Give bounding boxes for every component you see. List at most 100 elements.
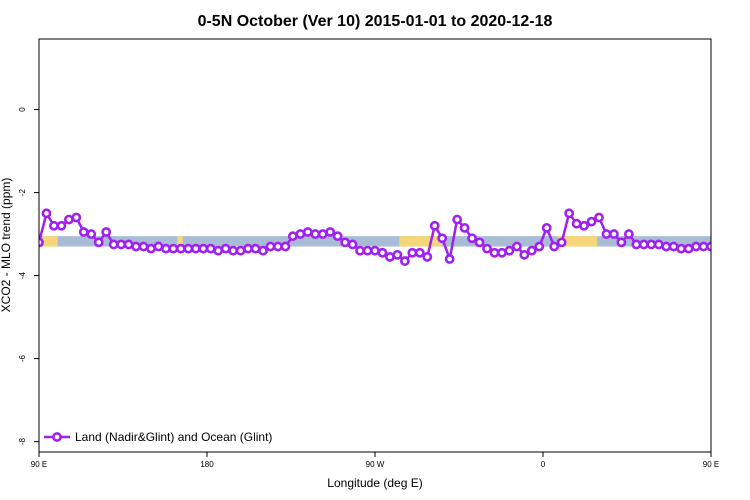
data-point — [616, 237, 627, 248]
data-point — [497, 247, 507, 258]
data-point — [138, 241, 149, 252]
legend-label: Land (Nadir&Glint) and Ocean (Glint) — [75, 430, 272, 444]
data-point — [414, 247, 425, 258]
data-point — [504, 245, 515, 256]
data-point — [146, 243, 156, 254]
y-axis: 0 -2 -4 -6 -8 — [18, 107, 39, 445]
data-point — [161, 243, 171, 254]
data-point — [631, 239, 642, 250]
data-point — [86, 229, 97, 239]
data-point — [385, 252, 395, 262]
data-point — [228, 245, 239, 256]
data-point — [653, 239, 664, 250]
data-point — [280, 241, 291, 252]
surface-band-land — [557, 236, 598, 247]
data-point — [399, 256, 410, 266]
data-point — [168, 243, 179, 254]
data-point — [63, 214, 74, 225]
data-point — [310, 229, 321, 239]
data-point — [437, 233, 448, 244]
series-layer — [39, 208, 711, 266]
data-point — [41, 208, 52, 219]
data-point — [646, 239, 657, 250]
data-point — [407, 247, 418, 258]
data-point — [698, 241, 709, 252]
x-tick-label: 0 — [541, 460, 546, 469]
data-point — [586, 216, 597, 227]
x-axis-label: Longitude (deg E) — [327, 476, 422, 490]
data-point — [340, 237, 351, 248]
data-point — [123, 239, 134, 250]
x-tick-label: 180 — [200, 460, 214, 469]
data-point — [258, 245, 268, 256]
x-tick-label: 90 W — [366, 460, 385, 469]
x-tick-label: 90 E — [31, 460, 47, 469]
data-point — [676, 243, 687, 254]
data-point — [325, 227, 336, 237]
data-point — [571, 218, 582, 229]
data-point — [601, 229, 612, 239]
data-point — [213, 245, 224, 256]
data-point — [482, 243, 492, 254]
data-point — [489, 247, 500, 258]
data-point — [706, 241, 711, 252]
data-point — [295, 229, 306, 239]
data-point — [511, 241, 522, 252]
data-point — [422, 252, 433, 262]
data-point — [302, 227, 313, 237]
data-point — [683, 243, 694, 254]
data-point — [609, 229, 619, 239]
surface-band-land — [177, 236, 183, 247]
data-point — [56, 220, 67, 231]
y-axis-label: XCO2 - MLO trend (ppm) — [0, 178, 13, 313]
surface-band-land — [42, 236, 58, 247]
data-point — [362, 245, 373, 256]
data-point — [638, 239, 649, 250]
data-point — [183, 243, 194, 254]
data-point — [556, 237, 567, 248]
data-point — [71, 212, 82, 223]
y-tick-label: 0 — [18, 107, 27, 112]
data-point — [220, 243, 231, 254]
data-point — [668, 241, 679, 252]
data-point — [541, 222, 552, 233]
data-point — [287, 231, 298, 242]
data-point — [116, 239, 127, 250]
band-layer — [39, 236, 711, 247]
data-point — [623, 229, 634, 239]
legend-marker — [52, 432, 62, 442]
data-point — [108, 239, 119, 250]
data-point — [265, 241, 276, 252]
y-tick-label: -6 — [18, 355, 27, 363]
data-point — [243, 243, 253, 254]
y-tick-label: -4 — [18, 271, 27, 279]
data-point — [175, 243, 186, 254]
data-point — [131, 241, 141, 252]
data-point — [49, 220, 59, 231]
data-point — [429, 220, 440, 231]
chart-title: 0-5N October (Ver 10) 2015-01-01 to 2020… — [198, 13, 553, 30]
data-point — [452, 214, 463, 225]
data-point — [332, 231, 343, 242]
data-point — [549, 241, 560, 252]
data-point — [198, 243, 209, 254]
data-point — [190, 243, 201, 254]
data-point — [467, 233, 477, 244]
data-point — [594, 212, 604, 223]
surface-band-land — [399, 236, 443, 247]
legend: Land (Nadir&Glint) and Ocean (Glint) — [44, 430, 272, 444]
data-point — [250, 243, 261, 254]
data-point — [564, 208, 575, 219]
data-point — [370, 245, 380, 256]
data-point — [691, 241, 701, 252]
y-tick-label: -8 — [18, 438, 27, 446]
data-point — [317, 229, 328, 239]
data-point — [459, 222, 470, 233]
x-tick-label: 90 E — [703, 460, 719, 469]
data-point — [526, 245, 537, 256]
data-point — [355, 245, 365, 256]
x-axis: 90 E 180 90 W 0 90 E — [31, 452, 719, 469]
data-point — [93, 237, 104, 248]
data-point — [534, 241, 545, 252]
data-point — [273, 241, 283, 252]
